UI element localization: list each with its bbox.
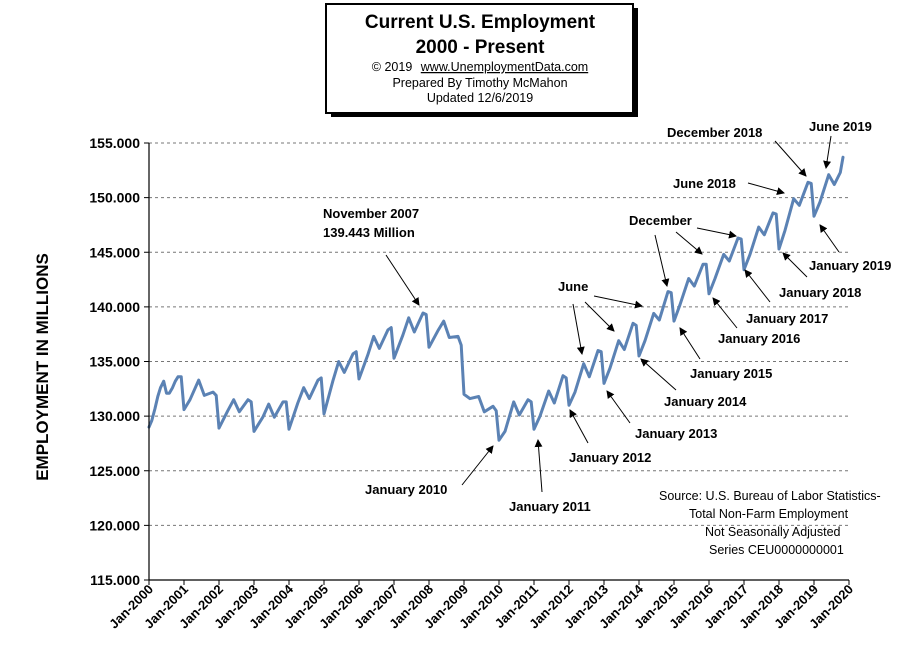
plot-area: [147, 142, 849, 526]
x-axis: Jan-2000Jan-2001Jan-2002Jan-2003Jan-2004…: [106, 579, 856, 631]
annotation-january-2018-arrow: [782, 252, 808, 278]
y-axis: 115.000 120.000 125.000 130.000 135.000 140.0…: [89, 135, 150, 588]
annotation-january-2019-arrow: [819, 224, 840, 253]
annotation-january-2012-line-0: January 2012: [569, 450, 651, 465]
y-tick-label-130: 130.000: [89, 408, 140, 424]
annotation-december-b-arrow: [675, 231, 703, 255]
annotation-january-2015-line-0: January 2015: [690, 366, 772, 381]
chart-title: Current U.S. Employment: [365, 12, 596, 33]
source-line-2: Not Seasonally Adjusted: [705, 525, 841, 539]
annotation-january-2014-line-0: January 2014: [664, 394, 747, 409]
annotation-december-c-arrow: [696, 227, 737, 239]
source-note: Source: U.S. Bureau of Labor Statistics-…: [659, 489, 881, 557]
annotation-june-2019-line-0: June 2019: [809, 119, 872, 134]
y-tick-label-155: 155.000: [89, 135, 140, 151]
prepared-by: Prepared By Timothy McMahon: [392, 76, 567, 90]
annotation-june-line-0: June: [558, 279, 588, 294]
annotations: November 2007 139.443 Million January 2010…: [323, 119, 891, 514]
source-line-3: Series CEU0000000001: [709, 543, 844, 557]
annotation-november-2007-arrow: [385, 254, 420, 306]
annotation-december-arrow: [654, 234, 670, 287]
annotation-december-2018-line-0: December 2018: [667, 125, 762, 140]
annotation-january-2019-line-0: January 2019: [809, 258, 891, 273]
annotation-december-2018-arrow: [774, 140, 807, 177]
title-box-frame: [325, 3, 634, 114]
annotation-november-2007-line-1: 139.443 Million: [323, 225, 415, 240]
copyright-url[interactable]: www.UnemploymentData.com: [420, 60, 588, 74]
y-axis-label: EMPLOYMENT IN MILLIONS: [33, 253, 52, 481]
annotation-june-arrow: [572, 303, 585, 355]
y-tick-label-140: 140.000: [89, 299, 140, 315]
copyright-year: © 2019: [372, 60, 413, 74]
annotation-january-2017-arrow: [744, 269, 771, 303]
annotation-january-2017-line-0: January 2017: [746, 311, 828, 326]
source-line-0: Source: U.S. Bureau of Labor Statistics-: [659, 489, 881, 503]
annotation-june-b-arrow: [593, 295, 643, 309]
annotation-january-2018-line-0: January 2018: [779, 285, 861, 300]
y-tick-label-125: 125.000: [89, 463, 140, 479]
annotation-june-2018-line-0: June 2018: [673, 176, 736, 191]
updated-date: Updated 12/6/2019: [427, 91, 533, 105]
annotation-january-2011-line-0: January 2011: [509, 499, 591, 514]
y-tick-label-115: 115.000: [90, 572, 140, 588]
annotation-june-2018-arrow: [747, 182, 785, 195]
copyright-line: © 2019 www.UnemploymentData.com: [372, 60, 588, 74]
source-line-1: Total Non-Farm Employment: [689, 507, 849, 521]
y-tick-label-150: 150.000: [89, 190, 140, 206]
y-tick-label-145: 145.000: [89, 244, 140, 260]
annotation-january-2012-arrow: [569, 409, 589, 444]
y-tick-label-135: 135.000: [89, 354, 140, 370]
employment-series-line: [147, 155, 845, 442]
chart-subtitle: 2000 - Present: [416, 37, 546, 58]
annotation-january-2014-arrow: [640, 358, 677, 391]
annotation-june-c-arrow: [584, 301, 615, 332]
annotation-november-2007-line-0: November 2007: [323, 206, 419, 221]
annotation-january-2010-arrow: [461, 445, 494, 486]
annotation-december-line-0: December: [629, 213, 692, 228]
annotation-january-2010-line-0: January 2010: [365, 482, 447, 497]
annotation-january-2013-arrow: [606, 390, 631, 424]
y-tick-label-120: 120.000: [89, 517, 140, 533]
annotation-june-2019-arrow: [823, 135, 832, 169]
annotation-january-2011-arrow: [534, 439, 543, 493]
annotation-january-2016-arrow: [712, 297, 738, 329]
annotation-january-2016-line-0: January 2016: [718, 331, 800, 346]
annotation-january-2013-line-0: January 2013: [635, 426, 717, 441]
title-box: Current U.S. Employment 2000 - Present ©…: [325, 3, 638, 117]
annotation-january-2015-arrow: [679, 327, 701, 360]
